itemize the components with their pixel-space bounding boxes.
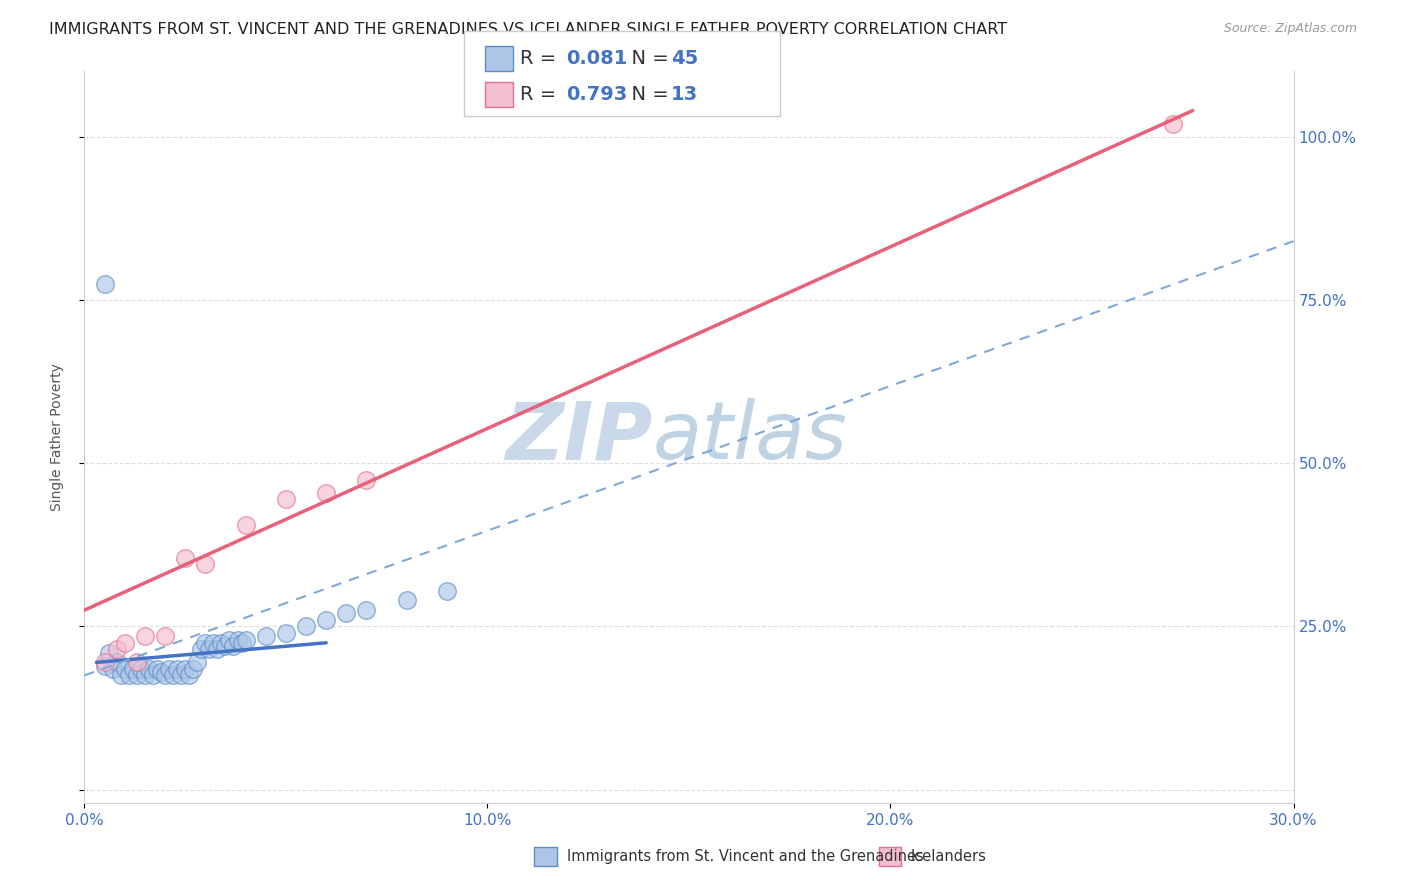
Text: N =: N =: [619, 49, 675, 68]
Text: R =: R =: [520, 49, 562, 68]
Point: [274, 492, 297, 507]
Point: [209, 636, 232, 650]
Text: IMMIGRANTS FROM ST. VINCENT AND THE GRENADINES VS ICELANDER SINGLE FATHER POVERT: IMMIGRANTS FROM ST. VINCENT AND THE GREN…: [49, 22, 1007, 37]
Point: [274, 626, 297, 640]
Point: [202, 636, 225, 650]
Text: 0.081: 0.081: [567, 49, 628, 68]
Point: [105, 656, 128, 670]
Point: [93, 277, 115, 291]
Point: [138, 662, 160, 676]
Point: [118, 668, 141, 682]
Point: [235, 632, 257, 647]
Point: [134, 629, 156, 643]
Point: [436, 583, 458, 598]
Point: [218, 632, 240, 647]
Point: [181, 662, 204, 676]
Point: [125, 656, 148, 670]
Text: Icelanders: Icelanders: [911, 849, 987, 863]
Point: [166, 662, 188, 676]
Text: atlas: atlas: [652, 398, 848, 476]
Point: [174, 662, 197, 676]
Point: [174, 550, 197, 565]
Point: [110, 668, 132, 682]
Point: [105, 642, 128, 657]
Point: [142, 668, 165, 682]
Point: [153, 668, 176, 682]
Point: [186, 656, 208, 670]
Text: 13: 13: [671, 86, 697, 104]
Point: [93, 656, 115, 670]
Point: [222, 639, 245, 653]
Point: [170, 668, 193, 682]
Point: [356, 603, 378, 617]
Point: [335, 607, 357, 621]
Point: [254, 629, 277, 643]
Point: [295, 619, 318, 633]
Point: [198, 642, 221, 657]
Text: ZIP: ZIP: [505, 398, 652, 476]
Point: [114, 662, 136, 676]
Text: 45: 45: [671, 49, 697, 68]
Point: [162, 668, 184, 682]
Point: [121, 662, 143, 676]
Text: 0.793: 0.793: [567, 86, 628, 104]
Text: R =: R =: [520, 86, 562, 104]
Point: [125, 668, 148, 682]
Point: [179, 668, 201, 682]
Point: [194, 558, 217, 572]
Point: [190, 642, 212, 657]
Point: [149, 665, 172, 680]
Point: [207, 642, 229, 657]
Point: [395, 593, 418, 607]
Point: [231, 636, 253, 650]
Y-axis label: Single Father Poverty: Single Father Poverty: [49, 363, 63, 511]
Point: [235, 518, 257, 533]
Point: [114, 636, 136, 650]
Point: [153, 629, 176, 643]
Point: [1161, 117, 1184, 131]
Point: [194, 636, 217, 650]
Point: [146, 662, 169, 676]
Point: [214, 639, 236, 653]
Point: [101, 662, 124, 676]
Point: [93, 658, 115, 673]
Point: [315, 613, 337, 627]
Text: Source: ZipAtlas.com: Source: ZipAtlas.com: [1223, 22, 1357, 36]
Point: [315, 485, 337, 500]
Point: [157, 662, 180, 676]
Point: [129, 662, 152, 676]
Text: Immigrants from St. Vincent and the Grenadines: Immigrants from St. Vincent and the Gren…: [567, 849, 924, 863]
Point: [134, 668, 156, 682]
Text: N =: N =: [619, 86, 675, 104]
Point: [226, 632, 249, 647]
Point: [356, 473, 378, 487]
Point: [97, 646, 120, 660]
